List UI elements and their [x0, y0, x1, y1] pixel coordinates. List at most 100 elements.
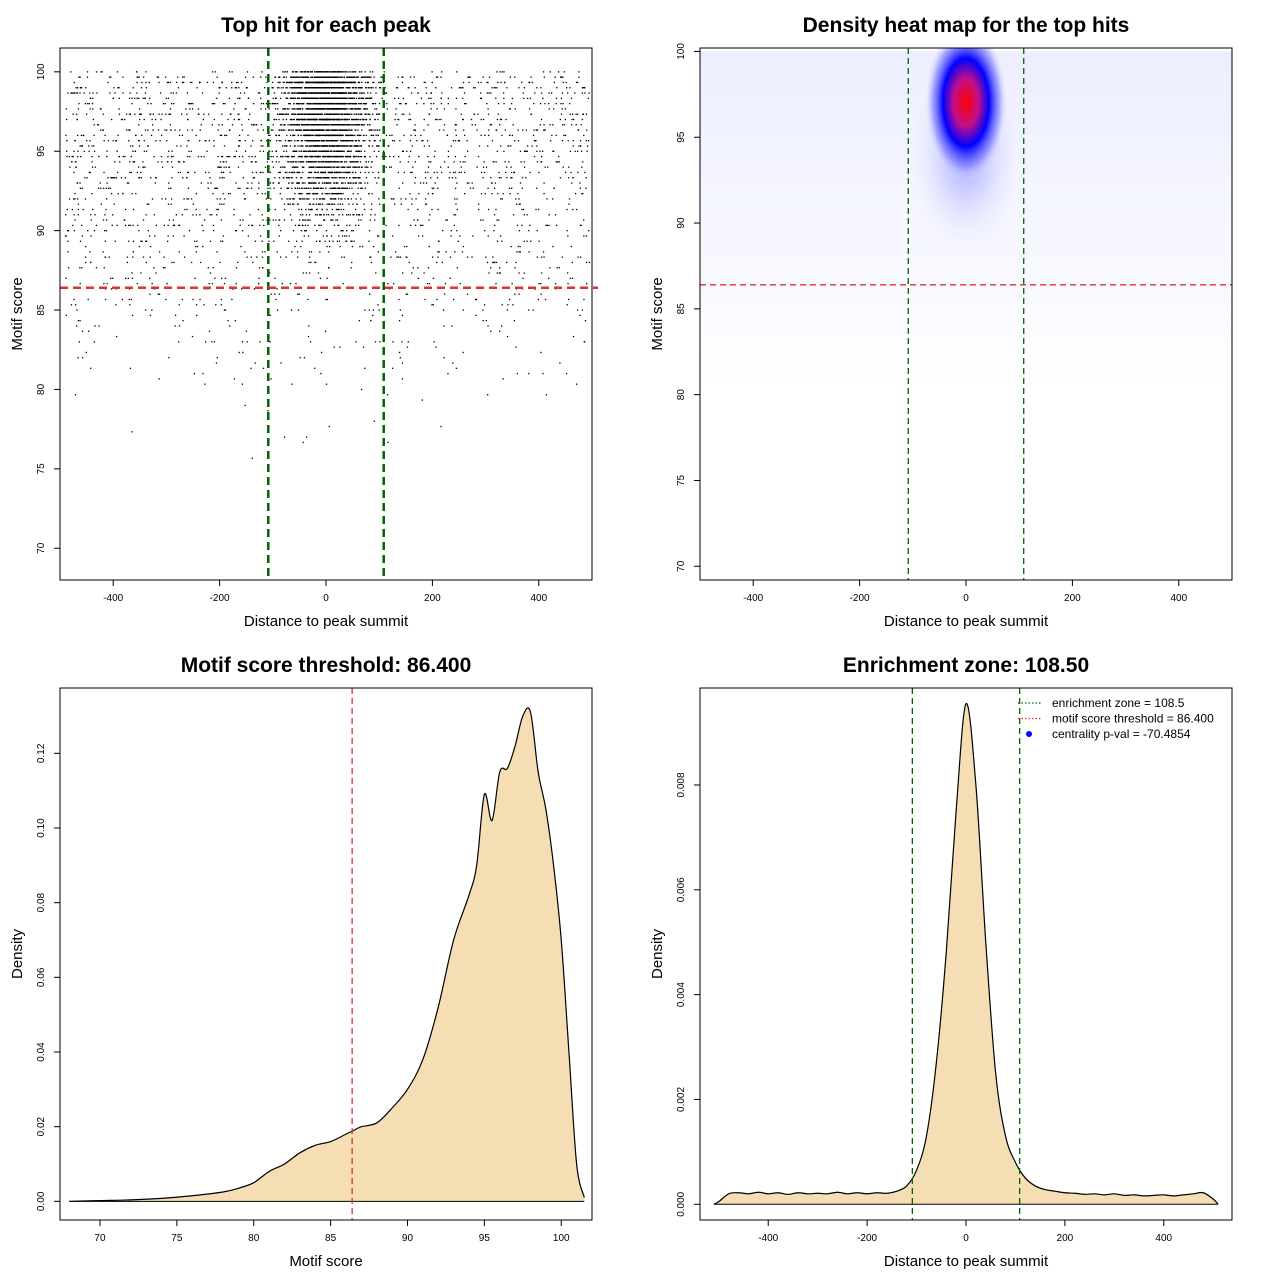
scatter-point [418, 192, 420, 195]
scatter-point [246, 71, 249, 73]
scatter-point [352, 102, 354, 105]
scatter-point [239, 140, 241, 142]
scatter-point [544, 298, 547, 301]
scatter-point [427, 192, 429, 195]
scatter-point [221, 203, 223, 205]
scatter-point [356, 214, 358, 216]
scatter-point [296, 182, 298, 184]
scatter-point [295, 177, 298, 179]
scatter-point [177, 161, 180, 163]
scatter-point [330, 145, 333, 147]
scatter-point [450, 230, 453, 232]
scatter-point [82, 357, 84, 359]
scatter-point [512, 214, 515, 216]
scatter-point [352, 155, 355, 158]
scatter-point [428, 245, 430, 248]
scatter-point [343, 118, 345, 121]
scatter-point [319, 134, 322, 137]
scatter-point [393, 198, 395, 200]
scatter-point [353, 76, 355, 78]
scatter-point [164, 129, 166, 131]
scatter-point [360, 97, 363, 99]
scatter-point [353, 161, 355, 163]
scatter-point [378, 235, 380, 237]
scatter-point [234, 320, 236, 322]
scatter-point [324, 155, 326, 158]
scatter-point [464, 134, 466, 137]
scatter-point [304, 155, 306, 158]
scatter-point [378, 145, 380, 147]
scatter-point [364, 108, 366, 110]
scatter-point [243, 192, 245, 195]
scatter-point [430, 161, 432, 163]
scatter-point [417, 277, 420, 279]
scatter-point [67, 251, 69, 253]
scatter-point [348, 182, 350, 184]
scatter-point [155, 224, 157, 227]
scatter-point [161, 113, 163, 115]
scatter-point [309, 134, 311, 137]
scatter-point [438, 251, 440, 253]
scatter-point [346, 76, 348, 78]
scatter-point [122, 76, 124, 78]
scatter-point [314, 155, 316, 158]
scatter-point [68, 198, 71, 200]
scatter-point [325, 81, 327, 84]
scatter-point [319, 155, 321, 158]
scatter-point [508, 108, 511, 110]
scatter-point [301, 166, 304, 168]
scatter-point [289, 161, 292, 163]
scatter-point [506, 335, 509, 338]
scatter-point [350, 198, 353, 200]
scatter-point [347, 129, 349, 131]
scatter-point [209, 214, 211, 216]
scatter-point [334, 177, 336, 179]
scatter-point [558, 161, 560, 163]
scatter-point [239, 224, 241, 227]
scatter-point [322, 150, 324, 152]
scatter-point [571, 113, 574, 115]
scatter-point [343, 76, 345, 78]
scatter-point [295, 150, 298, 152]
scatter-point [339, 87, 341, 89]
scatter-point [588, 261, 591, 264]
scatter-point [501, 240, 503, 242]
scatter-point [341, 134, 343, 137]
scatter-point [569, 102, 571, 105]
scatter-point [269, 134, 271, 137]
scatter-point [262, 129, 264, 131]
scatter-point [518, 293, 520, 295]
scatter-point [254, 155, 256, 158]
scatter-point [370, 261, 373, 264]
scatter-point [308, 171, 310, 174]
scatter-point [434, 182, 436, 184]
scatter-point [297, 293, 299, 295]
scatter-point [316, 92, 318, 94]
scatter-point [139, 118, 141, 121]
scatter-point [338, 92, 340, 94]
scatter-point [519, 203, 521, 205]
scatter-point [299, 192, 301, 195]
scatter-point [282, 71, 284, 73]
scatter-point [312, 203, 314, 205]
scatter-point [128, 298, 131, 301]
scatter-point [133, 161, 136, 163]
scatter-point [375, 129, 377, 131]
scatter-point [354, 124, 357, 126]
scatter-point [89, 251, 91, 253]
scatter-point [358, 97, 361, 99]
scatter-point [314, 71, 316, 73]
scatter-point [321, 198, 324, 200]
scatter-point [103, 171, 105, 174]
chart-title: Top hit for each peak [221, 14, 431, 37]
scatter-point [339, 118, 341, 121]
scatter-point [450, 87, 453, 89]
scatter-point [310, 140, 313, 142]
scatter-point [409, 76, 412, 78]
scatter-point [289, 81, 291, 84]
scatter-point [350, 71, 352, 73]
scatter-point [203, 219, 206, 221]
scatter-point [358, 182, 360, 184]
scatter-point [413, 129, 415, 131]
scatter-point [585, 177, 587, 179]
